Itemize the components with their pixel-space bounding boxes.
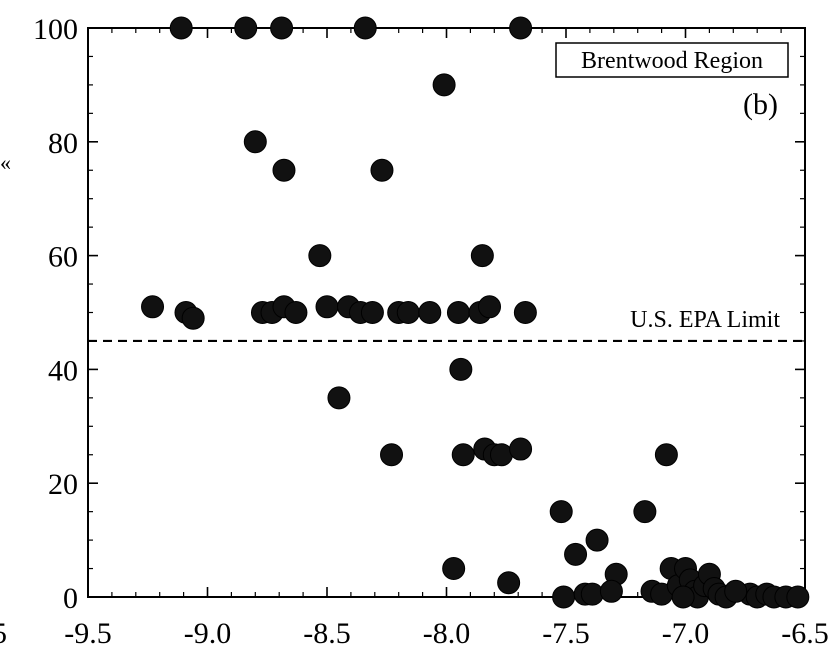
data-point — [724, 579, 748, 603]
data-point — [497, 571, 521, 595]
data-point — [315, 295, 339, 319]
data-point — [549, 500, 573, 524]
data-point — [470, 244, 494, 268]
data-point — [585, 528, 609, 552]
data-point — [599, 579, 623, 603]
data-point — [509, 16, 533, 40]
data-point — [671, 585, 695, 609]
data-point — [633, 500, 657, 524]
x-tick-label: -7.5 — [542, 617, 590, 650]
panel-label: (b) — [743, 88, 778, 121]
data-point — [380, 443, 404, 467]
data-point — [396, 301, 420, 324]
data-point — [564, 542, 588, 566]
data-point — [141, 295, 165, 319]
data-point — [478, 295, 502, 319]
y-tick-label: 60 — [48, 241, 78, 274]
legend: Brentwood Region — [555, 42, 789, 78]
data-point — [234, 16, 258, 40]
data-point — [654, 443, 678, 467]
data-point — [243, 130, 267, 154]
data-point — [786, 585, 810, 609]
data-point — [181, 306, 205, 330]
x-tick-label: -8.5 — [303, 617, 351, 650]
data-point — [451, 443, 475, 467]
data-point — [284, 301, 308, 324]
left-tick-fragment: 5 — [0, 617, 7, 650]
legend-text: Brentwood Region — [581, 48, 763, 74]
y-tick-label: 100 — [33, 13, 78, 46]
data-point — [449, 357, 473, 381]
data-point — [442, 557, 466, 581]
epa-limit-label: U.S. EPA Limit — [630, 307, 780, 333]
data-point — [489, 443, 513, 467]
data-point — [513, 301, 537, 324]
y-tick-label: 40 — [48, 354, 78, 387]
threshold-group: U.S. EPA Limit — [88, 307, 805, 343]
data-point — [446, 301, 470, 324]
x-tick-label: -9.0 — [184, 617, 232, 650]
data-point — [509, 437, 533, 461]
data-point — [418, 301, 442, 324]
y-tick-label: 80 — [48, 127, 78, 160]
legend-box — [555, 42, 789, 78]
axis-ticks: -9.5 -9.0 -8.5 -8.0 -7.5 -7.0 -6.5 0 20 40 60 80 100 — [33, 13, 829, 650]
data-point — [432, 73, 456, 97]
data-point — [552, 585, 576, 609]
data-point — [353, 16, 377, 40]
x-tick-label: -8.0 — [423, 617, 471, 650]
x-tick-label: -9.5 — [64, 617, 112, 650]
data-point — [270, 16, 294, 40]
data-point — [272, 158, 296, 182]
data-point — [580, 582, 604, 606]
data-points — [141, 16, 810, 609]
ylabel-fragment: « — [0, 150, 11, 175]
x-tick-label: -7.0 — [662, 617, 710, 650]
data-point — [370, 158, 394, 182]
x-tick-label: -6.5 — [781, 617, 829, 650]
data-point — [360, 301, 384, 324]
y-tick-label: 20 — [48, 468, 78, 501]
data-point — [169, 16, 193, 40]
y-tick-label: 0 — [63, 582, 78, 615]
data-point — [327, 386, 351, 410]
data-point — [308, 244, 332, 268]
